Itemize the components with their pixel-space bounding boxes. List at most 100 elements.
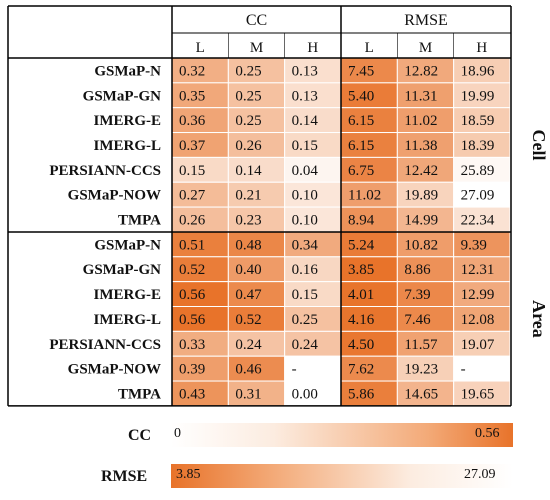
rmse-group-header: RMSE: [404, 12, 448, 29]
cell-value: 0.48: [235, 237, 261, 253]
heatmap-cell: [453, 181, 511, 208]
cell-value: 12.82: [404, 63, 438, 79]
cell-value: 11.38: [404, 138, 437, 154]
cell-value: 0.21: [235, 188, 261, 204]
cell-value: 5.86: [348, 386, 375, 402]
cell-value: 5.24: [348, 237, 375, 253]
cc-group-header: CC: [246, 12, 267, 29]
cell-value: 12.31: [461, 262, 495, 278]
cell-value: 18.96: [461, 63, 495, 79]
cell-value: 7.45: [348, 63, 374, 79]
cell-value: 19.99: [461, 88, 495, 104]
row-label: TMPA: [118, 213, 161, 229]
cell-value: 0.31: [235, 386, 261, 402]
cc-colorbar-max: 0.56: [475, 426, 500, 441]
cell-value: 11.57: [404, 337, 438, 353]
cell-value: -: [461, 362, 466, 378]
cell-value: 9.39: [461, 237, 487, 253]
cell-value: 0.10: [292, 213, 318, 229]
cell-value: 6.15: [348, 138, 374, 154]
heatmap-cell: [453, 306, 511, 332]
cell-value: 19.89: [404, 188, 438, 204]
cell-value: 19.23: [404, 362, 438, 378]
cell-value: 12.08: [461, 312, 495, 328]
heatmap-cell: [453, 355, 511, 382]
heatmap-cell: [284, 156, 342, 183]
heatmap-cell: [453, 206, 511, 233]
cell-value: 12.99: [461, 287, 495, 303]
cc-subheader-l: L: [196, 40, 205, 56]
cell-value: 19.65: [461, 386, 495, 402]
row-label: GSMaP-GN: [83, 262, 161, 278]
cell-value: 14.65: [404, 386, 438, 402]
heatmap-cell: [227, 355, 286, 382]
heatmap-cell: [227, 256, 286, 283]
heatmap-cell: [171, 206, 229, 233]
cc-colorbar-min: 0: [174, 426, 181, 441]
heatmap-cell: [171, 256, 229, 283]
cell-value: 11.31: [404, 88, 437, 104]
section-label-cell: Cell: [529, 129, 549, 160]
cell-value: 0.47: [235, 287, 262, 303]
cell-value: 0.35: [179, 88, 205, 104]
cell-value: 0.39: [179, 362, 205, 378]
row-label: IMERG-L: [94, 138, 162, 154]
cell-value: 18.59: [461, 113, 495, 129]
row-label: PERSIANN-CCS: [49, 337, 161, 353]
heatmap-cell: [340, 156, 398, 183]
cell-value: 6.75: [348, 163, 374, 179]
cell-value: 0.37: [179, 138, 206, 154]
cell-value: 0.13: [292, 63, 318, 79]
row-label: IMERG-E: [94, 113, 162, 129]
section-label-area: Area: [529, 300, 549, 338]
cell-value: 0.13: [292, 88, 318, 104]
heatmap-cell: [453, 380, 511, 407]
cell-value: 12.42: [404, 163, 438, 179]
cell-value: 7.46: [404, 312, 431, 328]
cell-value: 6.15: [348, 113, 374, 129]
cell-value: 0.33: [179, 337, 205, 353]
cell-value: 0.26: [179, 213, 206, 229]
heatmap-cell: [227, 281, 286, 307]
cell-value: 7.62: [348, 362, 374, 378]
heatmap-cell: [340, 355, 398, 382]
cell-value: 0.26: [235, 138, 262, 154]
cell-value: -: [292, 362, 297, 378]
cell-value: 3.85: [348, 262, 374, 278]
heatmap-cell: [396, 132, 455, 158]
heatmap-cell: [284, 355, 342, 382]
cell-value: 0.16: [292, 262, 319, 278]
heatmap-cell: [396, 355, 455, 382]
row-label: GSMaP-NOW: [68, 362, 161, 378]
cell-value: 0.52: [179, 262, 205, 278]
heatmap-cell: [453, 57, 511, 84]
heatmap-cell: [171, 281, 229, 307]
cell-value: 10.82: [404, 237, 438, 253]
cell-value: 0.15: [292, 287, 318, 303]
cell-value: 0.34: [292, 237, 319, 253]
row-label: TMPA: [118, 386, 161, 402]
cell-value: 22.34: [461, 213, 495, 229]
cell-value: 27.09: [461, 188, 495, 204]
cell-value: 4.50: [348, 337, 374, 353]
heatmap-table: CC RMSE L M H L M H GSMaP-N 0.32 0.25 0.13 7.45 12.82…: [7, 5, 549, 407]
cell-value: 0.56: [179, 287, 206, 303]
cell-value: 0.24: [292, 337, 319, 353]
heatmap-cell: [340, 306, 398, 332]
cell-value: 0.25: [292, 312, 318, 328]
cell-value: 0.32: [179, 63, 205, 79]
heatmap-cell: [227, 330, 286, 357]
cell-value: 0.43: [179, 386, 205, 402]
rmse-colorbar: [171, 464, 513, 488]
cc-colorbar: [171, 423, 513, 447]
rmse-colorbar-label: RMSE: [101, 468, 148, 485]
rmse-colorbar-min: 3.85: [176, 467, 201, 482]
heatmap-cell: [284, 380, 342, 407]
cell-value: 19.07: [461, 337, 495, 353]
cell-value: 0.15: [292, 138, 318, 154]
heatmap-cell: [171, 132, 229, 158]
heatmap-cell: [284, 330, 342, 357]
cell-value: 0.15: [179, 163, 205, 179]
heatmap-cell: [171, 181, 229, 208]
cell-value: 18.39: [461, 138, 495, 154]
